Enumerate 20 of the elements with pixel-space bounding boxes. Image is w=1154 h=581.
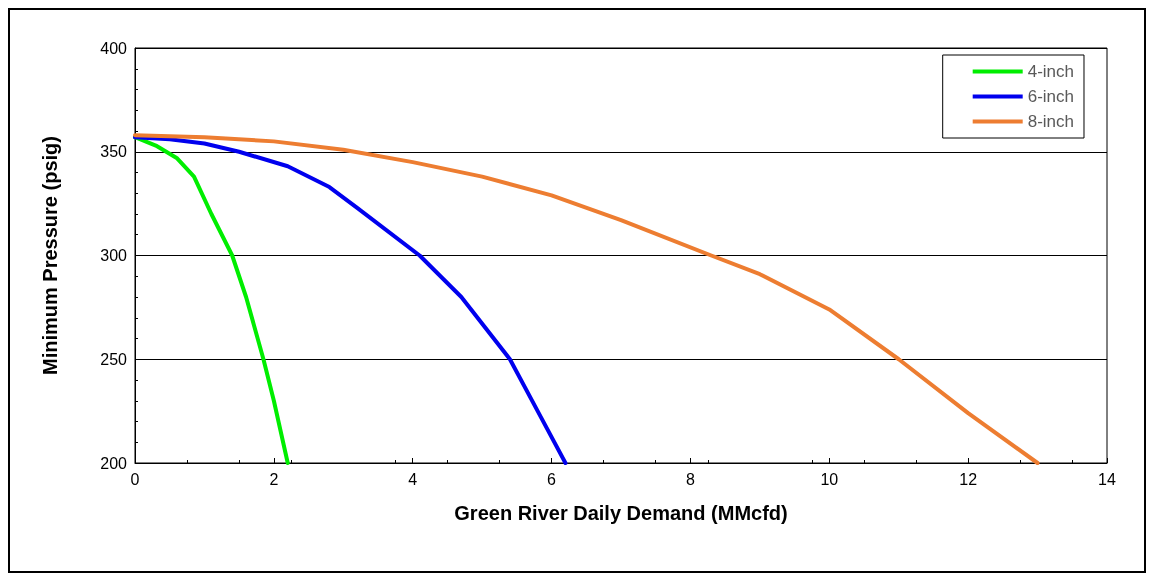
line-series: [133, 133, 1040, 465]
y-tick-label: 200: [100, 454, 128, 472]
y-tick-label: 300: [100, 247, 128, 264]
y-tick-label: 350: [100, 143, 128, 161]
x-tick-label: 8: [685, 470, 695, 488]
x-tick-label: 6: [547, 470, 557, 488]
line-series: [133, 135, 568, 465]
y-tick-label: 250: [100, 350, 128, 368]
legend-label: 6-inch: [1027, 87, 1075, 106]
x-tick-label: 12: [959, 470, 978, 488]
y-axis-title: Minimum Pressure (psig): [39, 136, 61, 375]
legend-label: 4-inch: [1027, 62, 1075, 81]
x-tick-label: 14: [1098, 470, 1116, 488]
x-tick-label: 0: [130, 470, 140, 488]
legend-label: 8-inch: [1027, 112, 1075, 131]
x-axis-title: Green River Daily Demand (MMcfd): [454, 502, 788, 524]
x-tick-label: 2: [269, 470, 279, 488]
x-tick-label: 4: [408, 470, 418, 488]
y-tick-label: 400: [100, 39, 128, 57]
x-tick-label: 10: [820, 470, 839, 488]
